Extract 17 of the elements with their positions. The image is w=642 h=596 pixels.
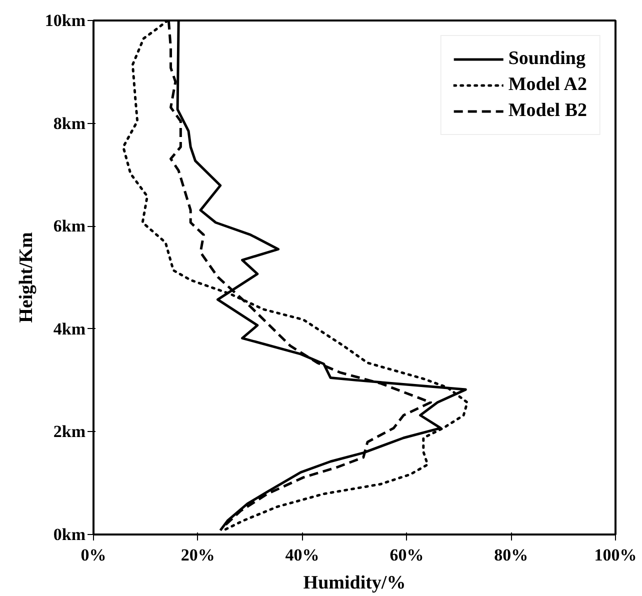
x-tick-label: 60% <box>390 546 424 564</box>
x-tick-label: 100% <box>594 546 637 564</box>
x-axis-title: Humidity/% <box>303 572 406 594</box>
y-axis-title: Height/Km <box>16 232 37 323</box>
x-tick-label: 0% <box>80 546 106 564</box>
y-tick-label: 8km <box>53 114 86 133</box>
y-tick-label: 4km <box>53 319 86 338</box>
y-tick-label: 2km <box>53 422 86 442</box>
x-tick-label: 40% <box>285 546 320 564</box>
x-tick-label: 80% <box>494 546 528 564</box>
legend-label: Model B2 <box>508 100 587 122</box>
y-tick-label: 6km <box>53 216 86 236</box>
legend-label: Sounding <box>508 48 586 70</box>
x-tick-label: 20% <box>180 546 215 564</box>
legend-label: Model A2 <box>508 74 587 96</box>
y-tick-label: 0km <box>53 525 86 544</box>
y-tick-label: 10km <box>44 11 86 30</box>
